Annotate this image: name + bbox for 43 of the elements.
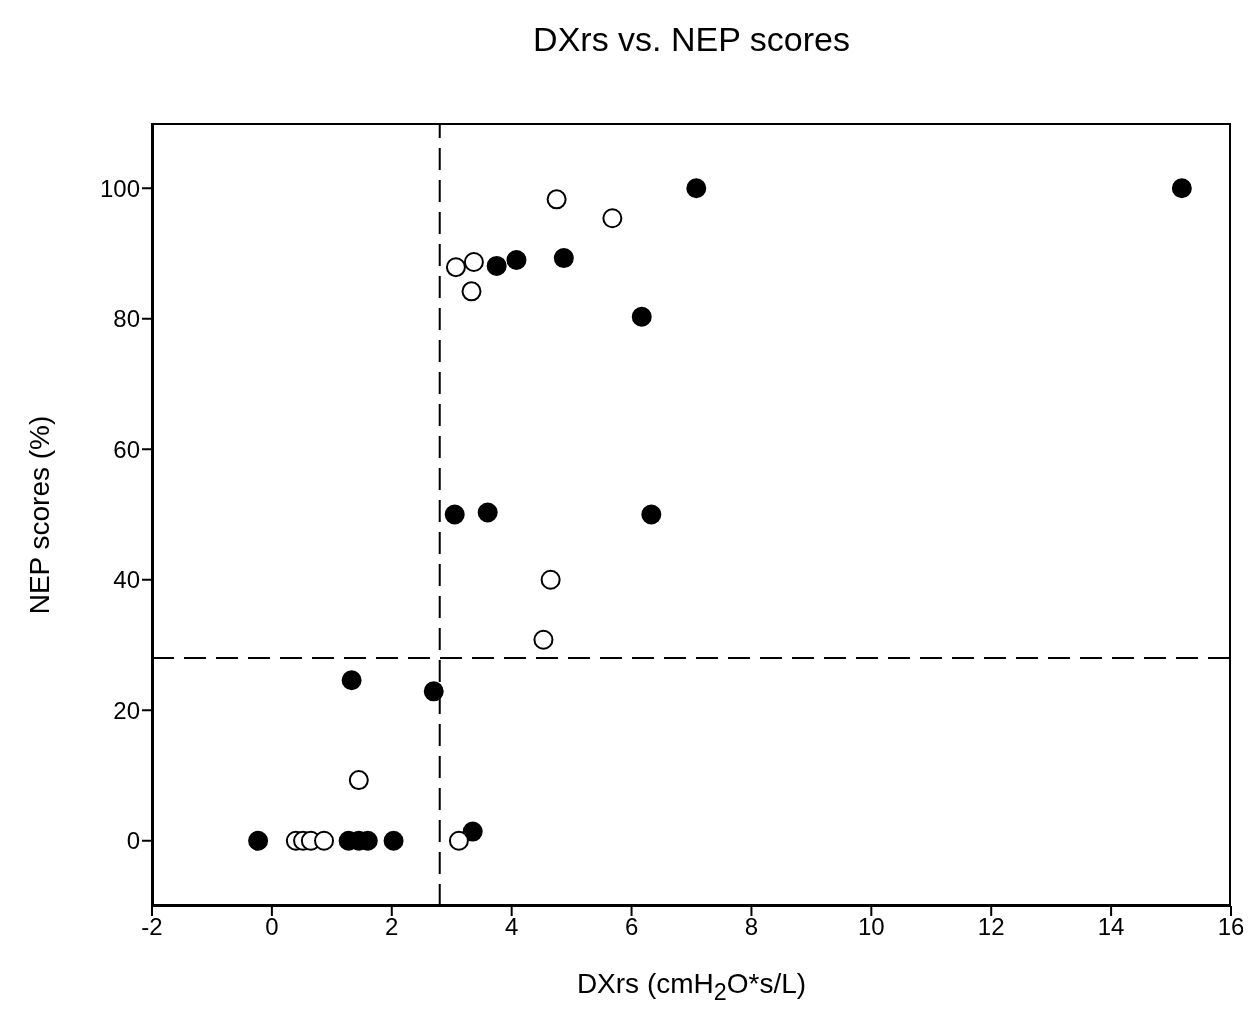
chart-title: DXrs vs. NEP scores xyxy=(532,20,851,59)
point xyxy=(641,504,662,525)
point xyxy=(546,189,567,210)
point xyxy=(553,248,574,269)
point xyxy=(448,830,469,851)
point xyxy=(462,821,483,842)
point xyxy=(423,681,444,702)
point xyxy=(602,208,623,229)
y-tick-label: 100 xyxy=(99,174,140,202)
point xyxy=(444,504,465,525)
point xyxy=(540,569,561,590)
y-tick-label: 20 xyxy=(113,696,140,724)
y-tick-label: 40 xyxy=(113,566,140,594)
y-tick-label: 80 xyxy=(113,305,140,333)
x-tick-label: 2 xyxy=(385,913,399,941)
x-tick-label: -2 xyxy=(141,913,163,941)
point xyxy=(248,830,269,851)
x-tick-label: 12 xyxy=(977,913,1005,941)
point xyxy=(348,770,369,791)
y-axis-title: NEP scores (%) xyxy=(24,415,56,614)
x-tick-label: 10 xyxy=(857,913,885,941)
point xyxy=(486,255,507,276)
point xyxy=(686,178,707,199)
point xyxy=(461,281,482,302)
x-tick-label: 16 xyxy=(1217,913,1245,941)
point xyxy=(383,830,404,851)
point xyxy=(506,250,527,271)
point xyxy=(1171,178,1192,199)
x-axis-title: DXrs (cmH$_{2}$O*s/L) xyxy=(575,968,808,1006)
point xyxy=(631,306,652,327)
y-tick-label: 0 xyxy=(126,827,140,855)
point xyxy=(463,251,484,272)
x-tick-label: 8 xyxy=(744,913,759,941)
x-tick-label: 6 xyxy=(624,913,639,941)
point xyxy=(445,257,466,278)
point xyxy=(314,830,335,851)
x-tick-label: 14 xyxy=(1097,913,1125,941)
y-tick-label: 60 xyxy=(113,435,140,463)
point xyxy=(341,670,362,691)
x-tick-label: 0 xyxy=(265,913,279,941)
point xyxy=(533,629,554,650)
point xyxy=(477,502,498,523)
x-tick-label: 4 xyxy=(504,913,519,941)
